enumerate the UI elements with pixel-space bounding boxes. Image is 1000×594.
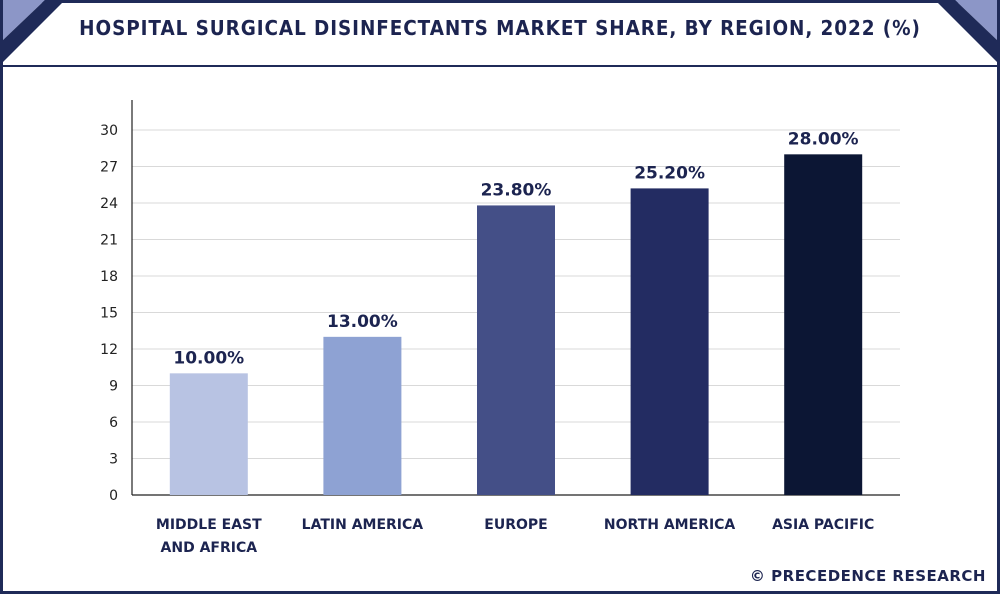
y-tick-label: 3 [109,452,118,468]
y-tick-label: 0 [109,488,118,504]
corner-decoration-left [3,0,65,62]
y-tick-label: 18 [100,269,118,285]
data-label: 25.20% [634,163,705,183]
y-tick-label: 24 [100,196,118,212]
y-tick-label: 27 [100,160,118,176]
y-tick-label: 30 [100,123,118,139]
x-tick-label: MIDDLE EAST [156,517,262,533]
x-tick-label: AND AFRICA [161,540,258,556]
watermark: © PRECEDENCE RESEARCH [749,567,986,585]
data-label: 10.00% [173,348,244,368]
bar [784,154,863,496]
bar [169,373,248,495]
bar [323,336,402,495]
y-tick-label: 12 [100,342,118,358]
x-tick-label: EUROPE [484,517,547,533]
x-tick-label: LATIN AMERICA [302,517,424,533]
y-tick-label: 15 [100,306,118,322]
corner-decoration-right [935,0,997,62]
y-tick-label: 6 [109,415,118,431]
data-label: 23.80% [481,180,552,200]
x-tick-label: ASIA PACIFIC [772,517,874,533]
bar [630,188,709,495]
data-label: 13.00% [327,312,398,332]
data-label: 28.00% [788,129,859,149]
y-tick-label: 21 [100,233,118,249]
y-tick-label: 9 [109,379,118,395]
chart-title: HOSPITAL SURGICAL DISINFECTANTS MARKET S… [79,16,921,40]
bar [477,205,555,495]
x-tick-label: NORTH AMERICA [604,517,736,533]
header-band [3,3,997,67]
